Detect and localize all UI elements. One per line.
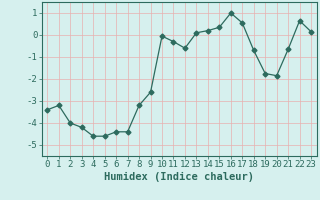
X-axis label: Humidex (Indice chaleur): Humidex (Indice chaleur) — [104, 172, 254, 182]
